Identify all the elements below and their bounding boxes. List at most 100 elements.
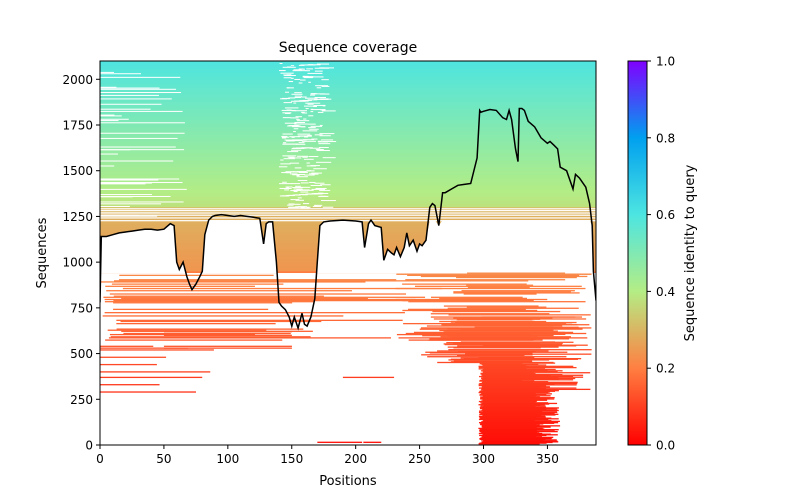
sequence-row bbox=[429, 338, 570, 340]
gap-streak bbox=[296, 189, 310, 191]
x-axis: 0 50 100 150 200 250 300 350 bbox=[96, 445, 559, 466]
gap-streak bbox=[291, 149, 302, 151]
gap-streak bbox=[100, 183, 146, 185]
colorbar bbox=[627, 60, 648, 446]
gap-streak bbox=[100, 182, 152, 184]
gap-streak bbox=[315, 187, 327, 189]
sequence-row bbox=[466, 284, 534, 286]
gap-streak bbox=[297, 179, 308, 181]
gap-streak bbox=[100, 92, 182, 94]
identity-band-strip bbox=[100, 119, 596, 124]
plot-area bbox=[100, 61, 596, 445]
gap-streak bbox=[317, 140, 322, 142]
sequence-row bbox=[116, 322, 276, 325]
sequence-row bbox=[461, 290, 575, 292]
sequence-row bbox=[100, 347, 189, 349]
sequence-row bbox=[111, 283, 284, 285]
sequence-row bbox=[113, 308, 269, 311]
gap-streak bbox=[314, 182, 325, 184]
gap-streak bbox=[100, 118, 129, 120]
gap-streak bbox=[307, 72, 323, 74]
gap-streak bbox=[100, 137, 178, 139]
gap-streak bbox=[303, 158, 314, 160]
gap-streak bbox=[281, 136, 289, 138]
identity-band-strip bbox=[100, 189, 596, 194]
identity-band-strip bbox=[100, 79, 596, 84]
gap-streak bbox=[320, 184, 331, 186]
gap-streak bbox=[282, 117, 291, 119]
gap-streak bbox=[287, 156, 295, 158]
gap-streak bbox=[306, 68, 314, 70]
gap-streak bbox=[290, 199, 300, 201]
sequence-row bbox=[395, 287, 586, 290]
sequence-row bbox=[105, 339, 283, 341]
sequence-row bbox=[116, 328, 304, 330]
gap-streak bbox=[295, 143, 306, 145]
gap-streak bbox=[308, 115, 314, 117]
gap-streak bbox=[318, 67, 325, 69]
gap-streak bbox=[284, 189, 290, 191]
sequence-row bbox=[430, 313, 550, 315]
gap-streak bbox=[292, 189, 301, 191]
gap-streak bbox=[100, 88, 177, 90]
x-tick-label: 350 bbox=[536, 452, 559, 466]
gap-streak bbox=[280, 159, 284, 161]
gap-streak bbox=[100, 98, 172, 100]
gap-streak bbox=[285, 186, 293, 188]
sequence-row bbox=[462, 322, 573, 324]
gap-streak bbox=[294, 78, 301, 80]
sequence-row bbox=[466, 306, 547, 308]
sequence-row bbox=[443, 305, 539, 307]
sequence-row bbox=[105, 285, 255, 287]
sequence-row bbox=[408, 301, 586, 303]
sequence-row bbox=[414, 285, 582, 287]
gap-streak bbox=[300, 111, 305, 113]
gap-streak bbox=[318, 192, 324, 194]
x-axis-label: Positions bbox=[319, 474, 377, 489]
gap-streak bbox=[309, 173, 314, 175]
sequence-row bbox=[113, 302, 293, 304]
gap-streak bbox=[288, 81, 294, 83]
identity-band-strip bbox=[100, 170, 596, 175]
gap-streak bbox=[100, 94, 159, 96]
gap-streak bbox=[306, 170, 312, 172]
identity-band-strip bbox=[100, 159, 596, 164]
sequence-row bbox=[122, 287, 442, 290]
colorbar-tick-label: 0.8 bbox=[656, 131, 675, 145]
sequence-row bbox=[113, 295, 324, 297]
gap-streak bbox=[284, 107, 299, 109]
gap-streak bbox=[100, 203, 162, 205]
gap-streak bbox=[292, 187, 304, 189]
sequence-row bbox=[163, 345, 292, 347]
gap-streak bbox=[296, 147, 309, 149]
sequence-row bbox=[463, 293, 537, 295]
gap-streak bbox=[308, 81, 311, 83]
sequence-row bbox=[118, 279, 397, 281]
x-tick-label: 200 bbox=[344, 452, 367, 466]
sequence-row bbox=[163, 347, 292, 349]
sequence-row bbox=[121, 297, 368, 300]
identity-band-strip bbox=[100, 199, 596, 205]
identity-band-strip bbox=[100, 101, 596, 106]
gap-streak bbox=[297, 206, 308, 208]
identity-band-strip bbox=[100, 167, 596, 172]
sequence-row bbox=[453, 291, 572, 293]
gap-streak bbox=[296, 119, 300, 121]
sequence-row bbox=[443, 330, 558, 332]
gap-streak bbox=[294, 95, 302, 97]
gap-streak bbox=[292, 139, 307, 141]
identity-band-strip bbox=[100, 137, 596, 143]
gap-streak bbox=[323, 93, 328, 95]
identity-band-strip bbox=[100, 208, 596, 212]
gap-streak bbox=[298, 142, 305, 144]
gap-streak bbox=[100, 108, 151, 110]
gap-streak bbox=[281, 135, 288, 137]
sequence-row bbox=[405, 279, 566, 281]
gap-streak bbox=[281, 137, 287, 139]
gap-streak bbox=[100, 110, 183, 112]
sequence-row bbox=[395, 298, 548, 301]
sequence-row bbox=[100, 281, 366, 283]
identity-band-strip bbox=[100, 108, 596, 113]
sequence-row bbox=[453, 292, 580, 294]
sequence-row bbox=[432, 310, 561, 313]
